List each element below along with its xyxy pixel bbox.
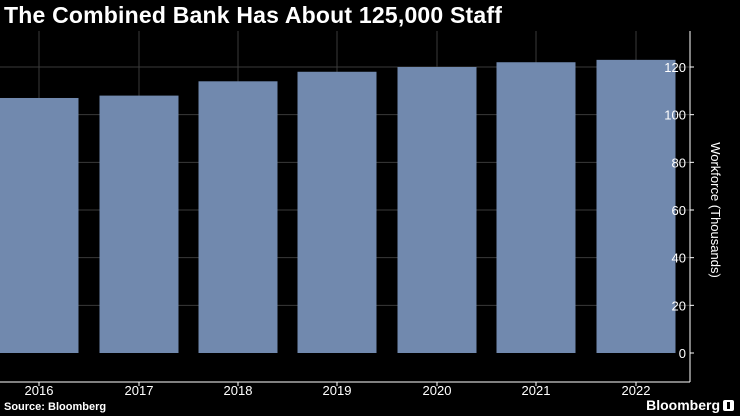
x-tick-label: 2017	[125, 383, 154, 398]
x-tick-labels: 2016 2017 2018 2019 2020 2021 2022	[25, 383, 651, 398]
bar	[99, 95, 179, 353]
y-tick-label: 100	[664, 108, 686, 123]
y-axis-title: Workforce (Thousands)	[708, 142, 723, 278]
y-tick-label: 60	[672, 203, 686, 218]
chart-title: The Combined Bank Has About 125,000 Staf…	[4, 2, 503, 28]
y-tick-label: 20	[672, 298, 686, 313]
bars	[0, 59, 676, 354]
axes	[0, 31, 694, 386]
x-tick-label: 2022	[622, 383, 651, 398]
x-tick-label: 2021	[522, 383, 551, 398]
y-tick-label: 120	[664, 60, 686, 75]
bar	[198, 81, 278, 354]
x-tick-label: 2016	[25, 383, 54, 398]
y-tick-labels: 0 20 40 60 80 100 120	[664, 60, 686, 361]
bar	[0, 97, 79, 353]
bar	[397, 67, 477, 353]
brand-name: Bloomberg	[646, 397, 720, 413]
x-tick-label: 2018	[224, 383, 253, 398]
bar	[596, 59, 676, 353]
bar	[496, 62, 576, 353]
brand-logo: Bloomberg	[646, 397, 734, 413]
y-tick-label: 40	[672, 251, 686, 266]
brand-mark-icon	[723, 399, 734, 411]
y-tick-label: 0	[679, 346, 686, 361]
source-note: Source: Bloomberg	[4, 401, 107, 413]
x-tick-label: 2019	[323, 383, 352, 398]
x-tick-label: 2020	[423, 383, 452, 398]
y-tick-label: 80	[672, 155, 686, 170]
bar	[297, 71, 377, 354]
